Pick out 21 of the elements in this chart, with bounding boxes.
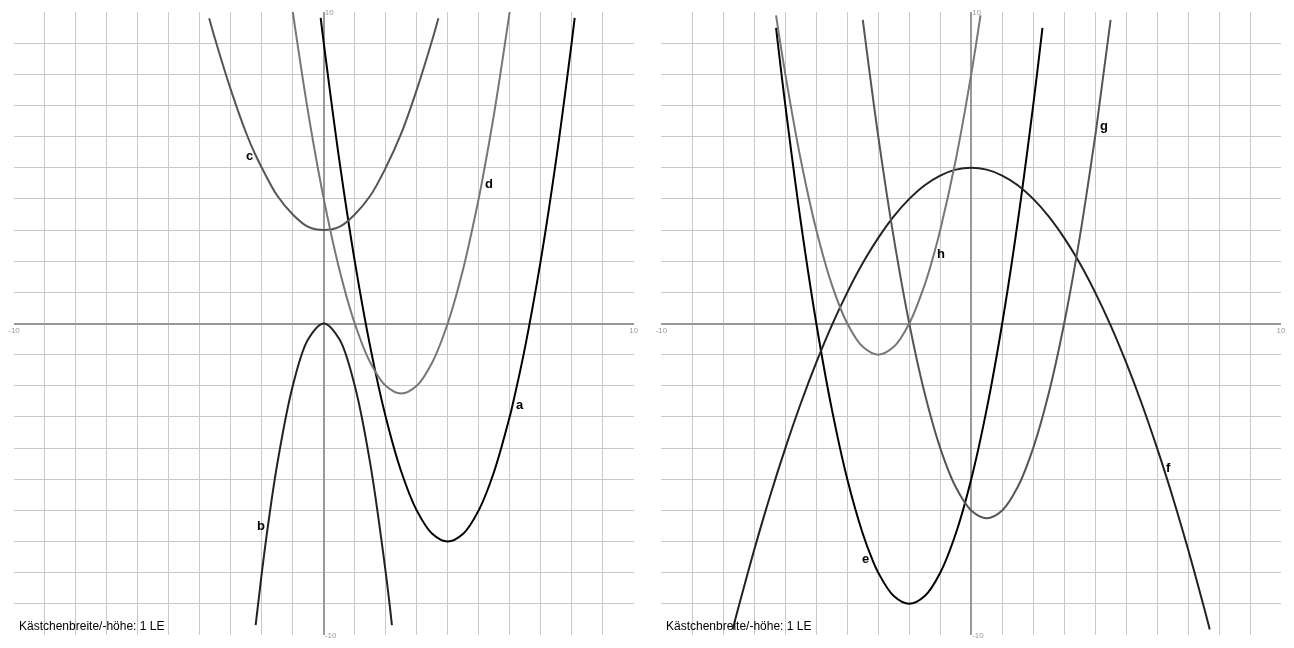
- line-series: [775, 26, 1044, 605]
- annotation: d: [485, 176, 493, 191]
- annotation: e: [862, 551, 870, 566]
- line-series: [291, 12, 511, 395]
- annotation: b: [257, 518, 265, 533]
- line-series: [254, 322, 393, 627]
- annotation: g: [1100, 118, 1108, 133]
- annotation: a: [516, 397, 524, 412]
- x-tick-label: 10: [1276, 325, 1286, 335]
- annotation: c: [246, 148, 254, 163]
- line-series: [861, 18, 1112, 520]
- x-tick-label: 10: [629, 325, 639, 335]
- line-series: [208, 17, 440, 232]
- x-tick-label: -10: [655, 325, 668, 335]
- annotation: h: [937, 246, 945, 261]
- annotation: f: [1166, 460, 1171, 475]
- line-series: [319, 16, 576, 543]
- x-tick-label: -10: [8, 325, 21, 335]
- annotation: Kästchenbreite/-höhe: 1 LE: [666, 619, 812, 633]
- line-series: [775, 14, 982, 356]
- annotation: Kästchenbreite/-höhe: 1 LE: [19, 619, 165, 633]
